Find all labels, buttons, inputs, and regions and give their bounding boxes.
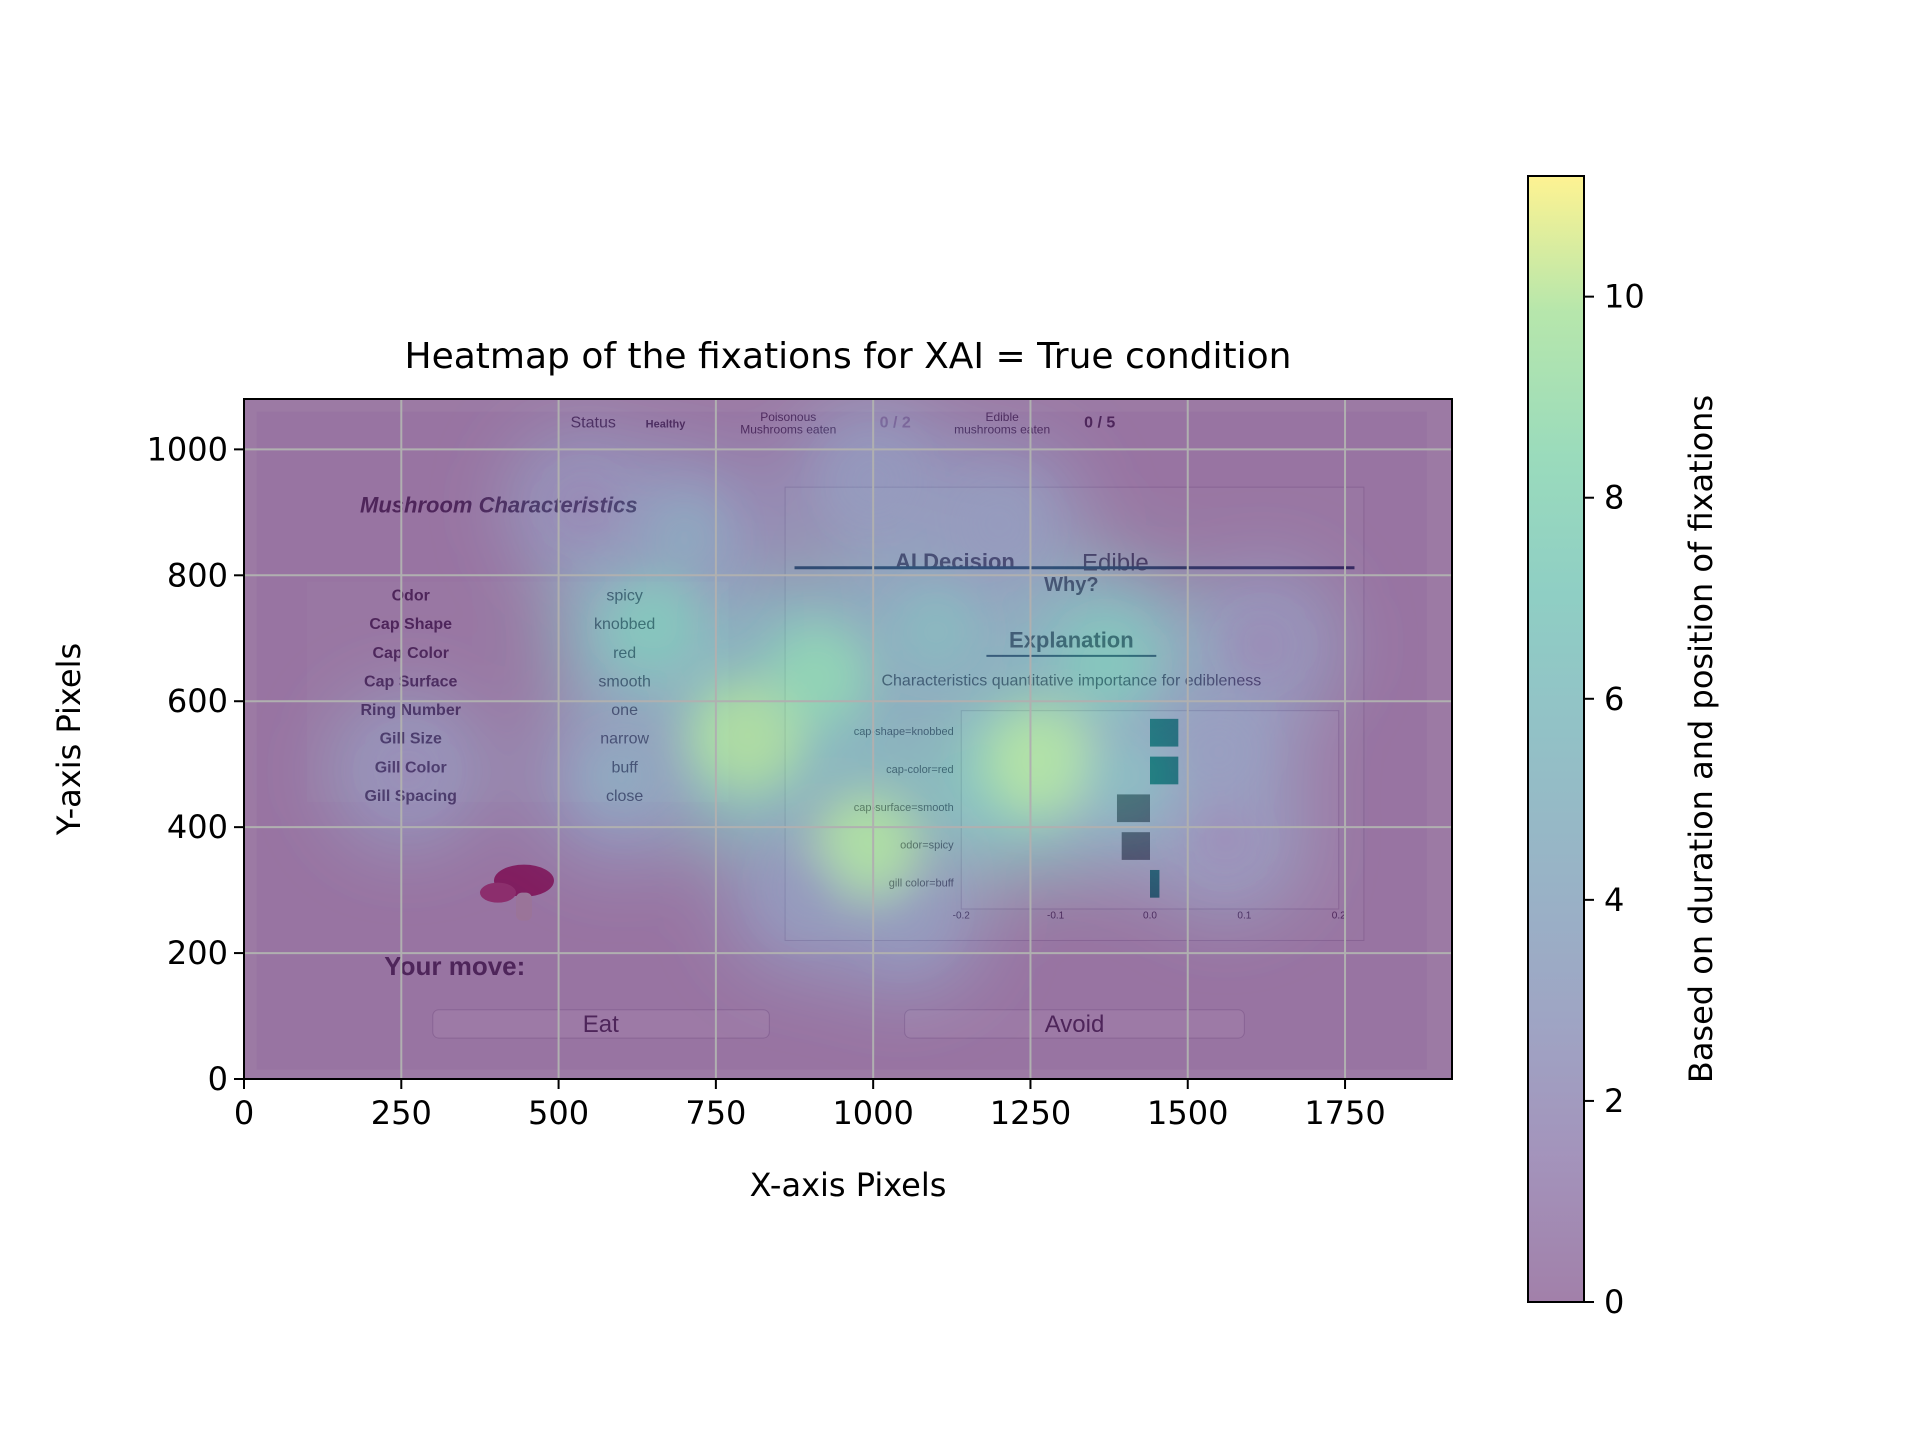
colorbar-frame <box>1527 175 1585 1303</box>
colorbar: 0 2 4 6 8 10 Based on duration and position o… <box>1527 175 1720 1321</box>
heat-peak <box>376 739 439 802</box>
colorbar-tick-label: 2 <box>1604 1082 1624 1120</box>
heat-peak <box>582 737 661 816</box>
y-axis-ticks: 0 200 400 600 800 1000 <box>147 430 244 1098</box>
y-tick-label: 0 <box>208 1060 228 1098</box>
colorbar-label: Based on duration and position of fixati… <box>1682 395 1720 1083</box>
heat-peak <box>552 475 615 537</box>
heat-peak <box>605 578 701 674</box>
x-tick-label: 1750 <box>1304 1094 1385 1132</box>
heat-peak <box>645 498 724 577</box>
heat-peak <box>773 853 847 927</box>
grid-lines <box>244 399 1452 1079</box>
y-tick-label: 1000 <box>147 430 228 468</box>
colorbar-ticks: 0 2 4 6 8 10 <box>1584 278 1645 1321</box>
heat-peak <box>766 625 867 727</box>
colorbar-tick-label: 6 <box>1604 680 1624 718</box>
x-tick-label: 500 <box>528 1094 589 1132</box>
x-tick-label: 1500 <box>1147 1094 1228 1132</box>
colorbar-tick-label: 0 <box>1604 1283 1624 1321</box>
x-tick-label: 0 <box>234 1094 254 1132</box>
x-axis-ticks: 0 250 500 750 1000 1250 1500 1750 <box>234 1079 1386 1132</box>
heat-peak <box>1194 808 1257 871</box>
y-tick-label: 800 <box>167 556 228 594</box>
heat-peak <box>691 679 804 792</box>
heat-peak <box>871 881 939 949</box>
heat-peak <box>1232 613 1295 676</box>
y-axis-label: Y-axis Pixels <box>50 643 88 836</box>
heat-peak <box>1058 615 1154 712</box>
colorbar-tick-label: 10 <box>1604 278 1645 316</box>
heat-peak <box>1185 717 1253 786</box>
x-tick-label: 250 <box>371 1094 432 1132</box>
heat-peak <box>962 488 1036 562</box>
colorbar-gradient <box>1528 176 1584 1302</box>
plot-frame <box>243 398 1453 1080</box>
y-tick-label: 600 <box>167 682 228 720</box>
heat-peak <box>891 587 981 677</box>
x-tick-label: 1250 <box>990 1094 1071 1132</box>
plot-area: StatusHealthyPoisonousMushrooms eaten0 /… <box>244 399 1452 1079</box>
x-tick-label: 1000 <box>832 1094 913 1132</box>
heat-peak <box>1080 731 1170 822</box>
heat-peak <box>983 704 1096 818</box>
y-tick-label: 400 <box>167 808 228 846</box>
x-axis-label: X-axis Pixels <box>750 1166 947 1204</box>
colorbar-tick-label: 4 <box>1604 881 1624 919</box>
x-tick-label: 750 <box>685 1094 746 1132</box>
y-tick-label: 200 <box>167 934 228 972</box>
heat-cores <box>376 444 1295 949</box>
colorbar-tick-label: 8 <box>1604 479 1624 517</box>
chart-title: Heatmap of the fixations for XAI = True … <box>405 336 1292 377</box>
heat-overlay <box>244 399 1452 1079</box>
